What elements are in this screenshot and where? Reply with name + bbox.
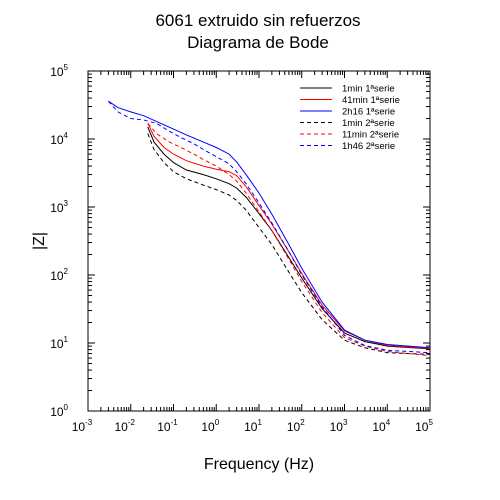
y-tick-exponent: 2 bbox=[64, 267, 69, 276]
legend-label-3: 2h16 1ªserie bbox=[342, 107, 395, 118]
chart-subtitle: Diagrama de Bode bbox=[187, 33, 329, 52]
x-tick-label: 10-3 bbox=[72, 418, 93, 434]
x-tick-exponent: 2 bbox=[300, 418, 305, 427]
axis-ticks: 10-3 10-2 10-1 100 101 102 103 104 1051001011021… bbox=[50, 63, 433, 434]
x-tick-label: 100 bbox=[201, 418, 219, 434]
chart-title: 6061 extruido sin refuerzos bbox=[155, 11, 361, 30]
legend-label-4: 1min 2ªserie bbox=[342, 118, 395, 129]
y-tick-exponent: 0 bbox=[64, 403, 69, 412]
series-lines bbox=[108, 100, 431, 357]
y-tick-label: 100 bbox=[50, 403, 68, 419]
x-tick-exponent: 0 bbox=[215, 418, 220, 427]
y-tick-label: 104 bbox=[50, 131, 68, 147]
x-tick-label: 104 bbox=[372, 418, 390, 434]
y-tick-exponent: 4 bbox=[64, 131, 69, 140]
x-tick-exponent: 3 bbox=[343, 418, 348, 427]
y-tick-exponent: 5 bbox=[64, 63, 69, 72]
series-line-2 bbox=[147, 123, 431, 349]
x-tick-exponent: 5 bbox=[428, 418, 433, 427]
x-tick-exponent: -1 bbox=[171, 418, 179, 427]
x-axis-label: Frequency (Hz) bbox=[203, 456, 315, 473]
y-axis-label: |Z| bbox=[31, 231, 48, 251]
y-tick-exponent: 3 bbox=[64, 199, 69, 208]
x-tick-label: 101 bbox=[244, 418, 262, 434]
legend-label-6: 1h46 2ªserie bbox=[342, 141, 395, 152]
x-tick-exponent: 4 bbox=[386, 418, 391, 427]
series-line-5 bbox=[147, 122, 431, 357]
y-tick-label: 103 bbox=[50, 199, 68, 215]
y-tick-label: 101 bbox=[50, 335, 68, 351]
legend-label-2: 41min 1ªserie bbox=[342, 95, 400, 106]
x-tick-label: 102 bbox=[287, 418, 305, 434]
y-tick-label: 102 bbox=[50, 267, 68, 283]
y-tick-label: 105 bbox=[50, 63, 68, 79]
series-line-4 bbox=[147, 133, 431, 355]
legend-label-5: 11min 2ªserie bbox=[342, 130, 399, 141]
legend-label-1: 1min 1ªserie bbox=[342, 84, 395, 95]
x-tick-exponent: -2 bbox=[128, 418, 136, 427]
x-tick-exponent: 1 bbox=[257, 418, 262, 427]
x-tick-label: 103 bbox=[330, 418, 348, 434]
y-tick-exponent: 1 bbox=[64, 335, 69, 344]
x-tick-exponent: -3 bbox=[85, 418, 93, 427]
series-line-1 bbox=[147, 126, 431, 350]
series-line-6 bbox=[108, 100, 431, 354]
chart-title-block: 6061 extruido sin refuerzos Diagrama de … bbox=[88, 10, 428, 54]
x-tick-label: 105 bbox=[415, 418, 433, 434]
series-line-3 bbox=[108, 100, 431, 349]
x-tick-label: 10-1 bbox=[157, 418, 178, 434]
x-tick-label: 10-2 bbox=[115, 418, 136, 434]
